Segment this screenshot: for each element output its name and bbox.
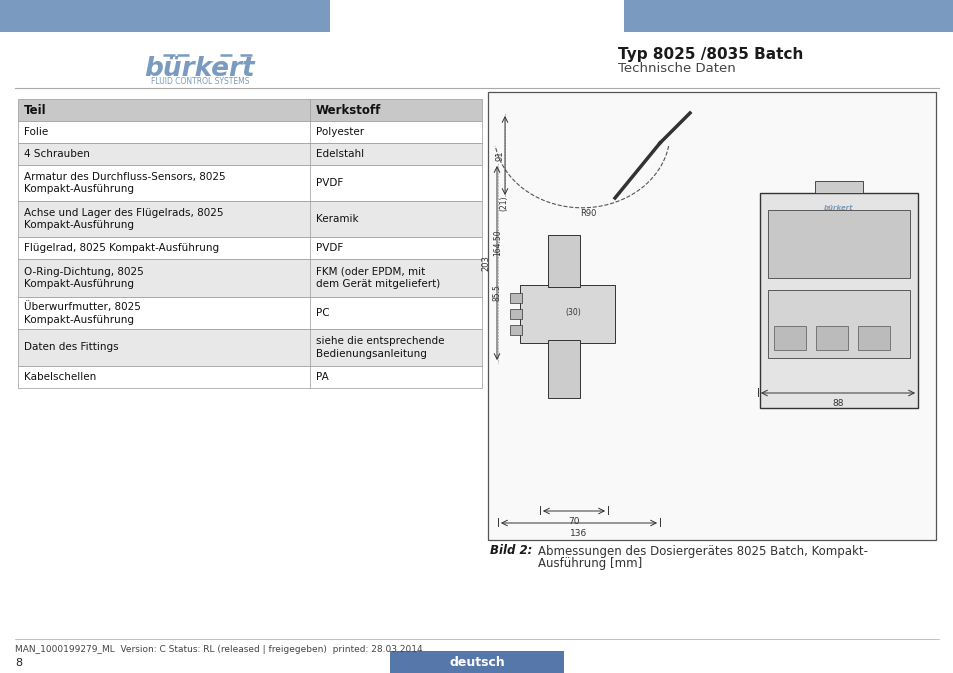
Text: FLUID CONTROL SYSTEMS: FLUID CONTROL SYSTEMS	[151, 77, 249, 87]
Text: (21): (21)	[498, 195, 507, 211]
Bar	[773, 326, 805, 350]
Bar	[18, 99, 481, 121]
Text: Keramik: Keramik	[315, 214, 358, 224]
Text: PVDF: PVDF	[315, 178, 343, 188]
Text: 8: 8	[15, 658, 22, 668]
Text: MAN_1000199279_ML  Version: C Status: RL (released | freigegeben)  printed: 28.0: MAN_1000199279_ML Version: C Status: RL …	[15, 645, 422, 653]
Text: 164.50: 164.50	[493, 229, 501, 256]
Text: Bild 2:: Bild 2:	[490, 544, 532, 557]
Text: Ausführung [mm]: Ausführung [mm]	[537, 557, 641, 569]
Bar	[623, 0, 953, 32]
Text: siehe die entsprechende
Bedienungsanleitung: siehe die entsprechende Bedienungsanleit…	[315, 336, 444, 359]
Bar	[815, 326, 847, 350]
Bar	[18, 366, 481, 388]
Text: 88: 88	[831, 399, 842, 408]
Text: (30): (30)	[564, 308, 580, 318]
Bar	[18, 297, 481, 329]
Text: Überwurfmutter, 8025
Kompakt-Ausführung: Überwurfmutter, 8025 Kompakt-Ausführung	[24, 301, 141, 325]
Text: O-Ring-Dichtung, 8025
Kompakt-Ausführung: O-Ring-Dichtung, 8025 Kompakt-Ausführung	[24, 267, 144, 289]
Bar	[547, 340, 579, 398]
Bar	[857, 326, 889, 350]
Text: Daten des Fittings: Daten des Fittings	[24, 343, 118, 353]
Bar	[18, 121, 481, 143]
Text: 70: 70	[568, 517, 579, 526]
Text: 91: 91	[496, 150, 504, 161]
Bar	[767, 290, 909, 358]
Bar	[519, 285, 615, 343]
Bar	[760, 193, 917, 408]
Text: Armatur des Durchfluss-Sensors, 8025
Kompakt-Ausführung: Armatur des Durchfluss-Sensors, 8025 Kom…	[24, 172, 226, 194]
Bar	[547, 235, 579, 287]
Bar	[510, 309, 521, 319]
Text: Polyester: Polyester	[315, 127, 364, 137]
Bar	[18, 329, 481, 366]
Bar	[18, 237, 481, 259]
Bar	[510, 293, 521, 303]
Text: Teil: Teil	[24, 104, 47, 116]
Text: FKM (oder EPDM, mit
dem Gerät mitgeliefert): FKM (oder EPDM, mit dem Gerät mitgeliefe…	[315, 267, 439, 289]
Text: bürkert: bürkert	[145, 56, 255, 82]
Bar	[0, 0, 330, 32]
Text: Technische Daten: Technische Daten	[618, 61, 735, 75]
Bar	[488, 92, 935, 540]
Text: Flügelrad, 8025 Kompakt-Ausführung: Flügelrad, 8025 Kompakt-Ausführung	[24, 243, 219, 253]
Text: bürkert: bürkert	[823, 205, 853, 211]
Text: Achse und Lager des Flügelrads, 8025
Kompakt-Ausführung: Achse und Lager des Flügelrads, 8025 Kom…	[24, 207, 223, 230]
Bar	[814, 181, 862, 193]
Text: PA: PA	[315, 372, 329, 382]
Bar	[18, 165, 481, 201]
Bar	[18, 143, 481, 165]
Text: Kabelschellen: Kabelschellen	[24, 372, 96, 382]
Bar	[767, 210, 909, 278]
Text: 203: 203	[480, 255, 490, 271]
Bar	[390, 651, 563, 673]
Text: Typ 8025 /8035 Batch: Typ 8025 /8035 Batch	[618, 46, 802, 61]
Text: Edelstahl: Edelstahl	[315, 149, 364, 159]
Text: R90: R90	[579, 209, 596, 217]
Bar	[18, 259, 481, 297]
Text: deutsch: deutsch	[449, 656, 504, 668]
Text: Abmessungen des Dosiergerätes 8025 Batch, Kompakt-: Abmessungen des Dosiergerätes 8025 Batch…	[537, 544, 867, 557]
Text: Werkstoff: Werkstoff	[315, 104, 381, 116]
Text: Folie: Folie	[24, 127, 49, 137]
Bar	[18, 201, 481, 237]
Text: 136: 136	[570, 529, 587, 538]
Text: 4 Schrauben: 4 Schrauben	[24, 149, 90, 159]
Bar	[510, 325, 521, 335]
Text: PC: PC	[315, 308, 330, 318]
Text: PVDF: PVDF	[315, 243, 343, 253]
Text: 85.5: 85.5	[493, 285, 501, 302]
